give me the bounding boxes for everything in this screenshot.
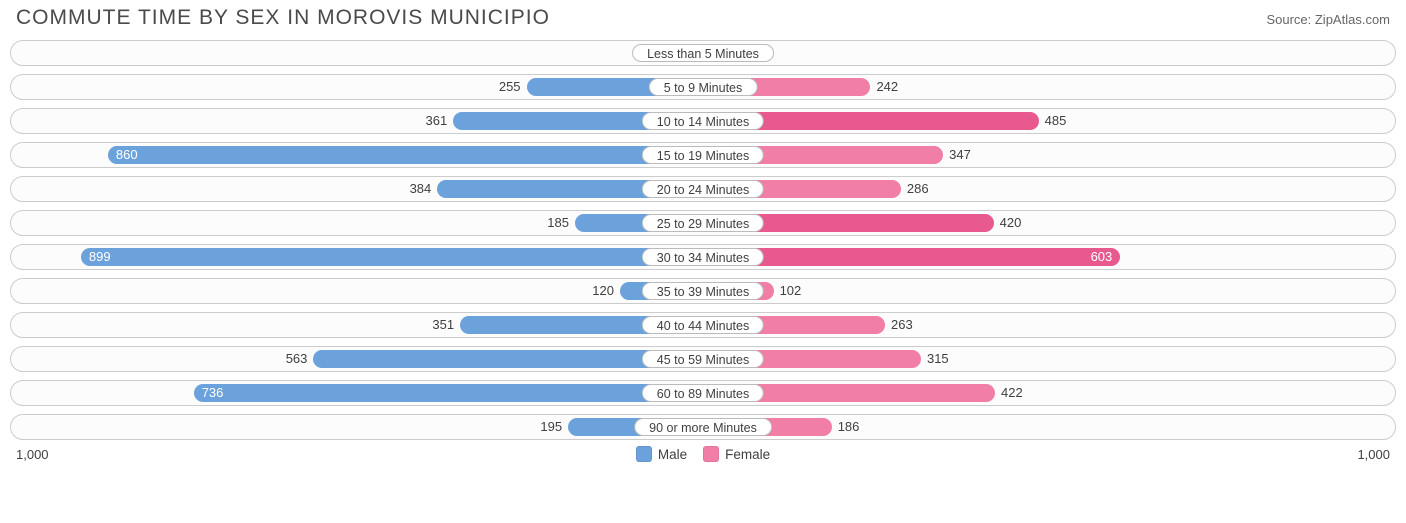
female-value: 347 xyxy=(949,143,971,167)
legend-swatch xyxy=(636,446,652,462)
category-pill: 5 to 9 Minutes xyxy=(649,78,758,96)
male-value: 120 xyxy=(592,279,614,303)
female-value: 422 xyxy=(1001,381,1023,405)
category-pill: 60 to 89 Minutes xyxy=(642,384,764,402)
male-value: 563 xyxy=(286,347,308,371)
female-value: 186 xyxy=(838,415,860,439)
chart-source: Source: ZipAtlas.com xyxy=(1266,12,1390,27)
legend-item: Male xyxy=(636,446,687,462)
legend-label: Female xyxy=(725,447,770,462)
male-value: 185 xyxy=(547,211,569,235)
category-pill: 15 to 19 Minutes xyxy=(642,146,764,164)
category-pill: 45 to 59 Minutes xyxy=(642,350,764,368)
male-value: 899 xyxy=(81,245,703,269)
chart-row: 860 347 15 to 19 Minutes xyxy=(10,142,1396,168)
male-value: 384 xyxy=(410,177,432,201)
chart-row: 736 422 60 to 89 Minutes xyxy=(10,380,1396,406)
female-value: 315 xyxy=(927,347,949,371)
chart-rows: 2840Less than 5 Minutes 255 242 5 to 9 Minu… xyxy=(10,40,1396,440)
male-value: 860 xyxy=(108,143,703,167)
male-value: 736 xyxy=(194,381,703,405)
axis-label-left: 1,000 xyxy=(16,447,49,462)
chart-footer: 1,000 Male Female 1,000 xyxy=(10,446,1396,462)
chart-row: 195 186 90 or more Minutes xyxy=(10,414,1396,440)
female-value: 286 xyxy=(907,177,929,201)
female-value: 242 xyxy=(876,75,898,99)
chart-row: 361 485 10 to 14 Minutes xyxy=(10,108,1396,134)
legend-item: Female xyxy=(703,446,770,462)
legend-label: Male xyxy=(658,447,687,462)
category-pill: 40 to 44 Minutes xyxy=(642,316,764,334)
chart-row: 255 242 5 to 9 Minutes xyxy=(10,74,1396,100)
axis-label-right: 1,000 xyxy=(1357,447,1390,462)
category-pill: 30 to 34 Minutes xyxy=(642,248,764,266)
male-value: 255 xyxy=(499,75,521,99)
chart-row: 384 286 20 to 24 Minutes xyxy=(10,176,1396,202)
category-pill: 35 to 39 Minutes xyxy=(642,282,764,300)
chart-legend: Male Female xyxy=(636,446,770,462)
female-value: 102 xyxy=(780,279,802,303)
chart-row: 120 102 35 to 39 Minutes xyxy=(10,278,1396,304)
category-pill: 10 to 14 Minutes xyxy=(642,112,764,130)
male-value: 361 xyxy=(426,109,448,133)
female-value: 603 xyxy=(703,245,1120,269)
chart-row: 185 420 25 to 29 Minutes xyxy=(10,210,1396,236)
chart-row: 89960330 to 34 Minutes xyxy=(10,244,1396,270)
butterfly-chart: COMMUTE TIME BY SEX IN MOROVIS MUNICIPIO… xyxy=(0,0,1406,466)
chart-row: 351 263 40 to 44 Minutes xyxy=(10,312,1396,338)
chart-row: 2840Less than 5 Minutes xyxy=(10,40,1396,66)
male-value: 351 xyxy=(432,313,454,337)
category-pill: 90 or more Minutes xyxy=(634,418,772,436)
chart-title: COMMUTE TIME BY SEX IN MOROVIS MUNICIPIO xyxy=(16,6,550,30)
female-value: 485 xyxy=(1045,109,1067,133)
category-pill: 25 to 29 Minutes xyxy=(642,214,764,232)
chart-row: 563 315 45 to 59 Minutes xyxy=(10,346,1396,372)
chart-header: COMMUTE TIME BY SEX IN MOROVIS MUNICIPIO… xyxy=(10,6,1396,40)
male-value: 195 xyxy=(540,415,562,439)
category-pill: Less than 5 Minutes xyxy=(632,44,774,62)
legend-swatch xyxy=(703,446,719,462)
female-value: 420 xyxy=(1000,211,1022,235)
category-pill: 20 to 24 Minutes xyxy=(642,180,764,198)
female-value: 263 xyxy=(891,313,913,337)
